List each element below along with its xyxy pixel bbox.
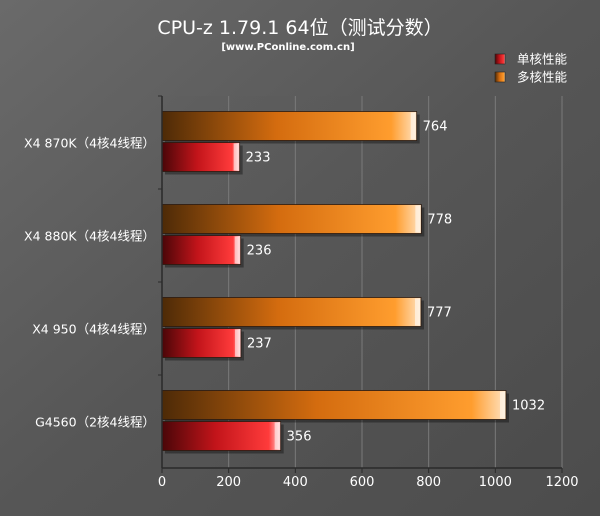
bar-single-core: [161, 328, 242, 358]
bar-single-core: [161, 235, 242, 265]
chart-subtitle: [www.PConline.com.cn]: [221, 42, 354, 53]
bar-single-core: [161, 142, 241, 172]
legend-swatch: [494, 53, 506, 65]
data-label: 777: [427, 306, 452, 321]
bar-highlight: [500, 391, 505, 419]
legend-label: 单核性能: [517, 52, 568, 67]
bar-multi-core: [161, 204, 422, 234]
x-tick-label: 1200: [545, 475, 578, 490]
data-label: 237: [247, 337, 272, 352]
category-label: X4 950（4核4线程）: [32, 322, 155, 337]
bar-highlight: [410, 112, 416, 140]
x-tick-label: 600: [350, 475, 375, 490]
bar-highlight: [274, 422, 280, 450]
bars: 764 233 778 236 777 237 1032 356: [161, 111, 545, 454]
bar-multi-core: [161, 297, 422, 327]
data-label: 233: [246, 151, 271, 166]
category-label: X4 880K（4核4线程）: [24, 229, 155, 244]
bar-multi-core: [161, 390, 507, 420]
data-label: 356: [287, 430, 312, 445]
bar-highlight: [415, 205, 421, 233]
category-label: X4 870K（4核4线程）: [24, 136, 155, 151]
bar-highlight: [415, 298, 420, 326]
bar-highlight: [234, 236, 240, 264]
x-tick-label: 200: [216, 475, 241, 490]
category-label: G4560（2核4线程）: [35, 415, 155, 430]
chart-title: CPU-z 1.79.1 64位（测试分数）: [157, 17, 442, 39]
axes: 0 200 400 600 800 1000 1200 X4 870K（4核4线程） X4 88…: [24, 95, 579, 490]
legend-swatch: [494, 71, 506, 83]
x-tick-label: 0: [158, 475, 166, 490]
x-tick-label: 800: [416, 475, 441, 490]
data-label: 236: [247, 244, 272, 259]
data-label: 778: [427, 213, 452, 228]
data-label: 764: [423, 120, 448, 135]
legend-label: 多核性能: [517, 70, 568, 85]
x-tick-label: 400: [283, 475, 308, 490]
x-tick-label: 1000: [479, 475, 512, 490]
bar-single-core: [161, 421, 282, 451]
bar-highlight: [235, 329, 240, 357]
bar-highlight: [233, 143, 239, 171]
bar-multi-core: [161, 111, 418, 141]
data-label: 1032: [512, 399, 545, 414]
